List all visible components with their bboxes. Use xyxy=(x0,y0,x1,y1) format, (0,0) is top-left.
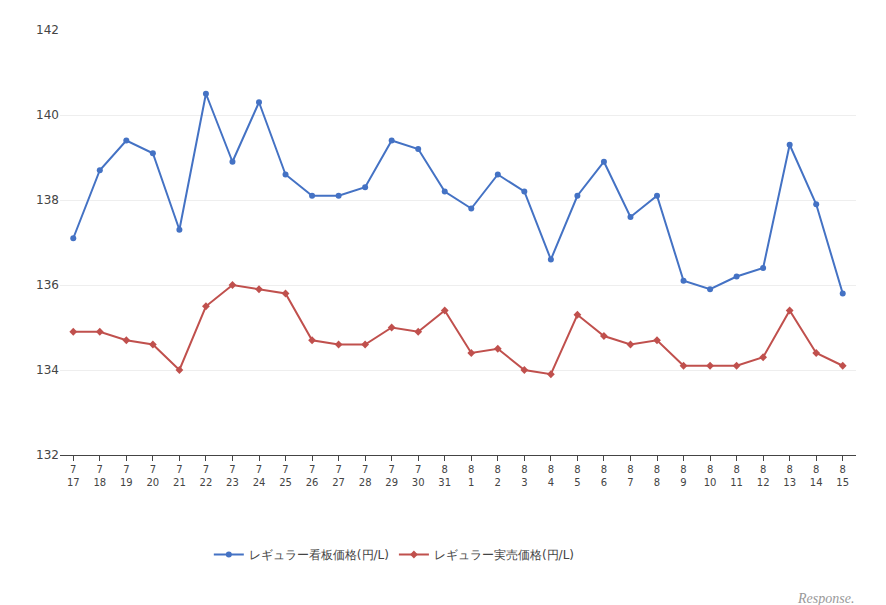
svg-text:812: 812 xyxy=(757,464,770,488)
svg-text:136: 136 xyxy=(36,278,59,292)
svg-text:86: 86 xyxy=(601,464,607,488)
svg-text:82: 82 xyxy=(495,464,501,488)
svg-text:88: 88 xyxy=(654,464,660,488)
svg-text:142: 142 xyxy=(36,23,59,37)
svg-text:89: 89 xyxy=(680,464,686,488)
svg-text:87: 87 xyxy=(627,464,633,488)
svg-text:132: 132 xyxy=(36,448,59,462)
svg-text:85: 85 xyxy=(574,464,580,488)
svg-text:721: 721 xyxy=(173,464,186,488)
svg-text:729: 729 xyxy=(385,464,398,488)
svg-text:728: 728 xyxy=(359,464,372,488)
svg-text:811: 811 xyxy=(730,464,743,488)
svg-text:726: 726 xyxy=(306,464,319,488)
svg-text:レギュラー看板価格(円/L): レギュラー看板価格(円/L) xyxy=(249,548,389,562)
svg-text:718: 718 xyxy=(93,464,106,488)
svg-text:84: 84 xyxy=(548,464,554,488)
svg-text:83: 83 xyxy=(521,464,527,488)
svg-text:134: 134 xyxy=(36,363,59,377)
svg-text:810: 810 xyxy=(704,464,717,488)
svg-text:Response.: Response. xyxy=(797,591,854,605)
svg-text:720: 720 xyxy=(147,464,160,488)
svg-text:724: 724 xyxy=(253,464,266,488)
svg-text:722: 722 xyxy=(200,464,213,488)
svg-text:138: 138 xyxy=(36,193,59,207)
svg-text:815: 815 xyxy=(836,464,849,488)
svg-text:831: 831 xyxy=(438,464,451,488)
svg-text:81: 81 xyxy=(468,464,474,488)
svg-text:717: 717 xyxy=(67,464,80,488)
svg-text:727: 727 xyxy=(332,464,345,488)
svg-text:140: 140 xyxy=(36,108,59,122)
svg-text:730: 730 xyxy=(412,464,425,488)
svg-text:723: 723 xyxy=(226,464,239,488)
svg-text:813: 813 xyxy=(783,464,796,488)
svg-text:719: 719 xyxy=(120,464,133,488)
svg-text:814: 814 xyxy=(810,464,823,488)
svg-text:レギュラー実売価格(円/L): レギュラー実売価格(円/L) xyxy=(434,548,574,562)
svg-text:725: 725 xyxy=(279,464,292,488)
